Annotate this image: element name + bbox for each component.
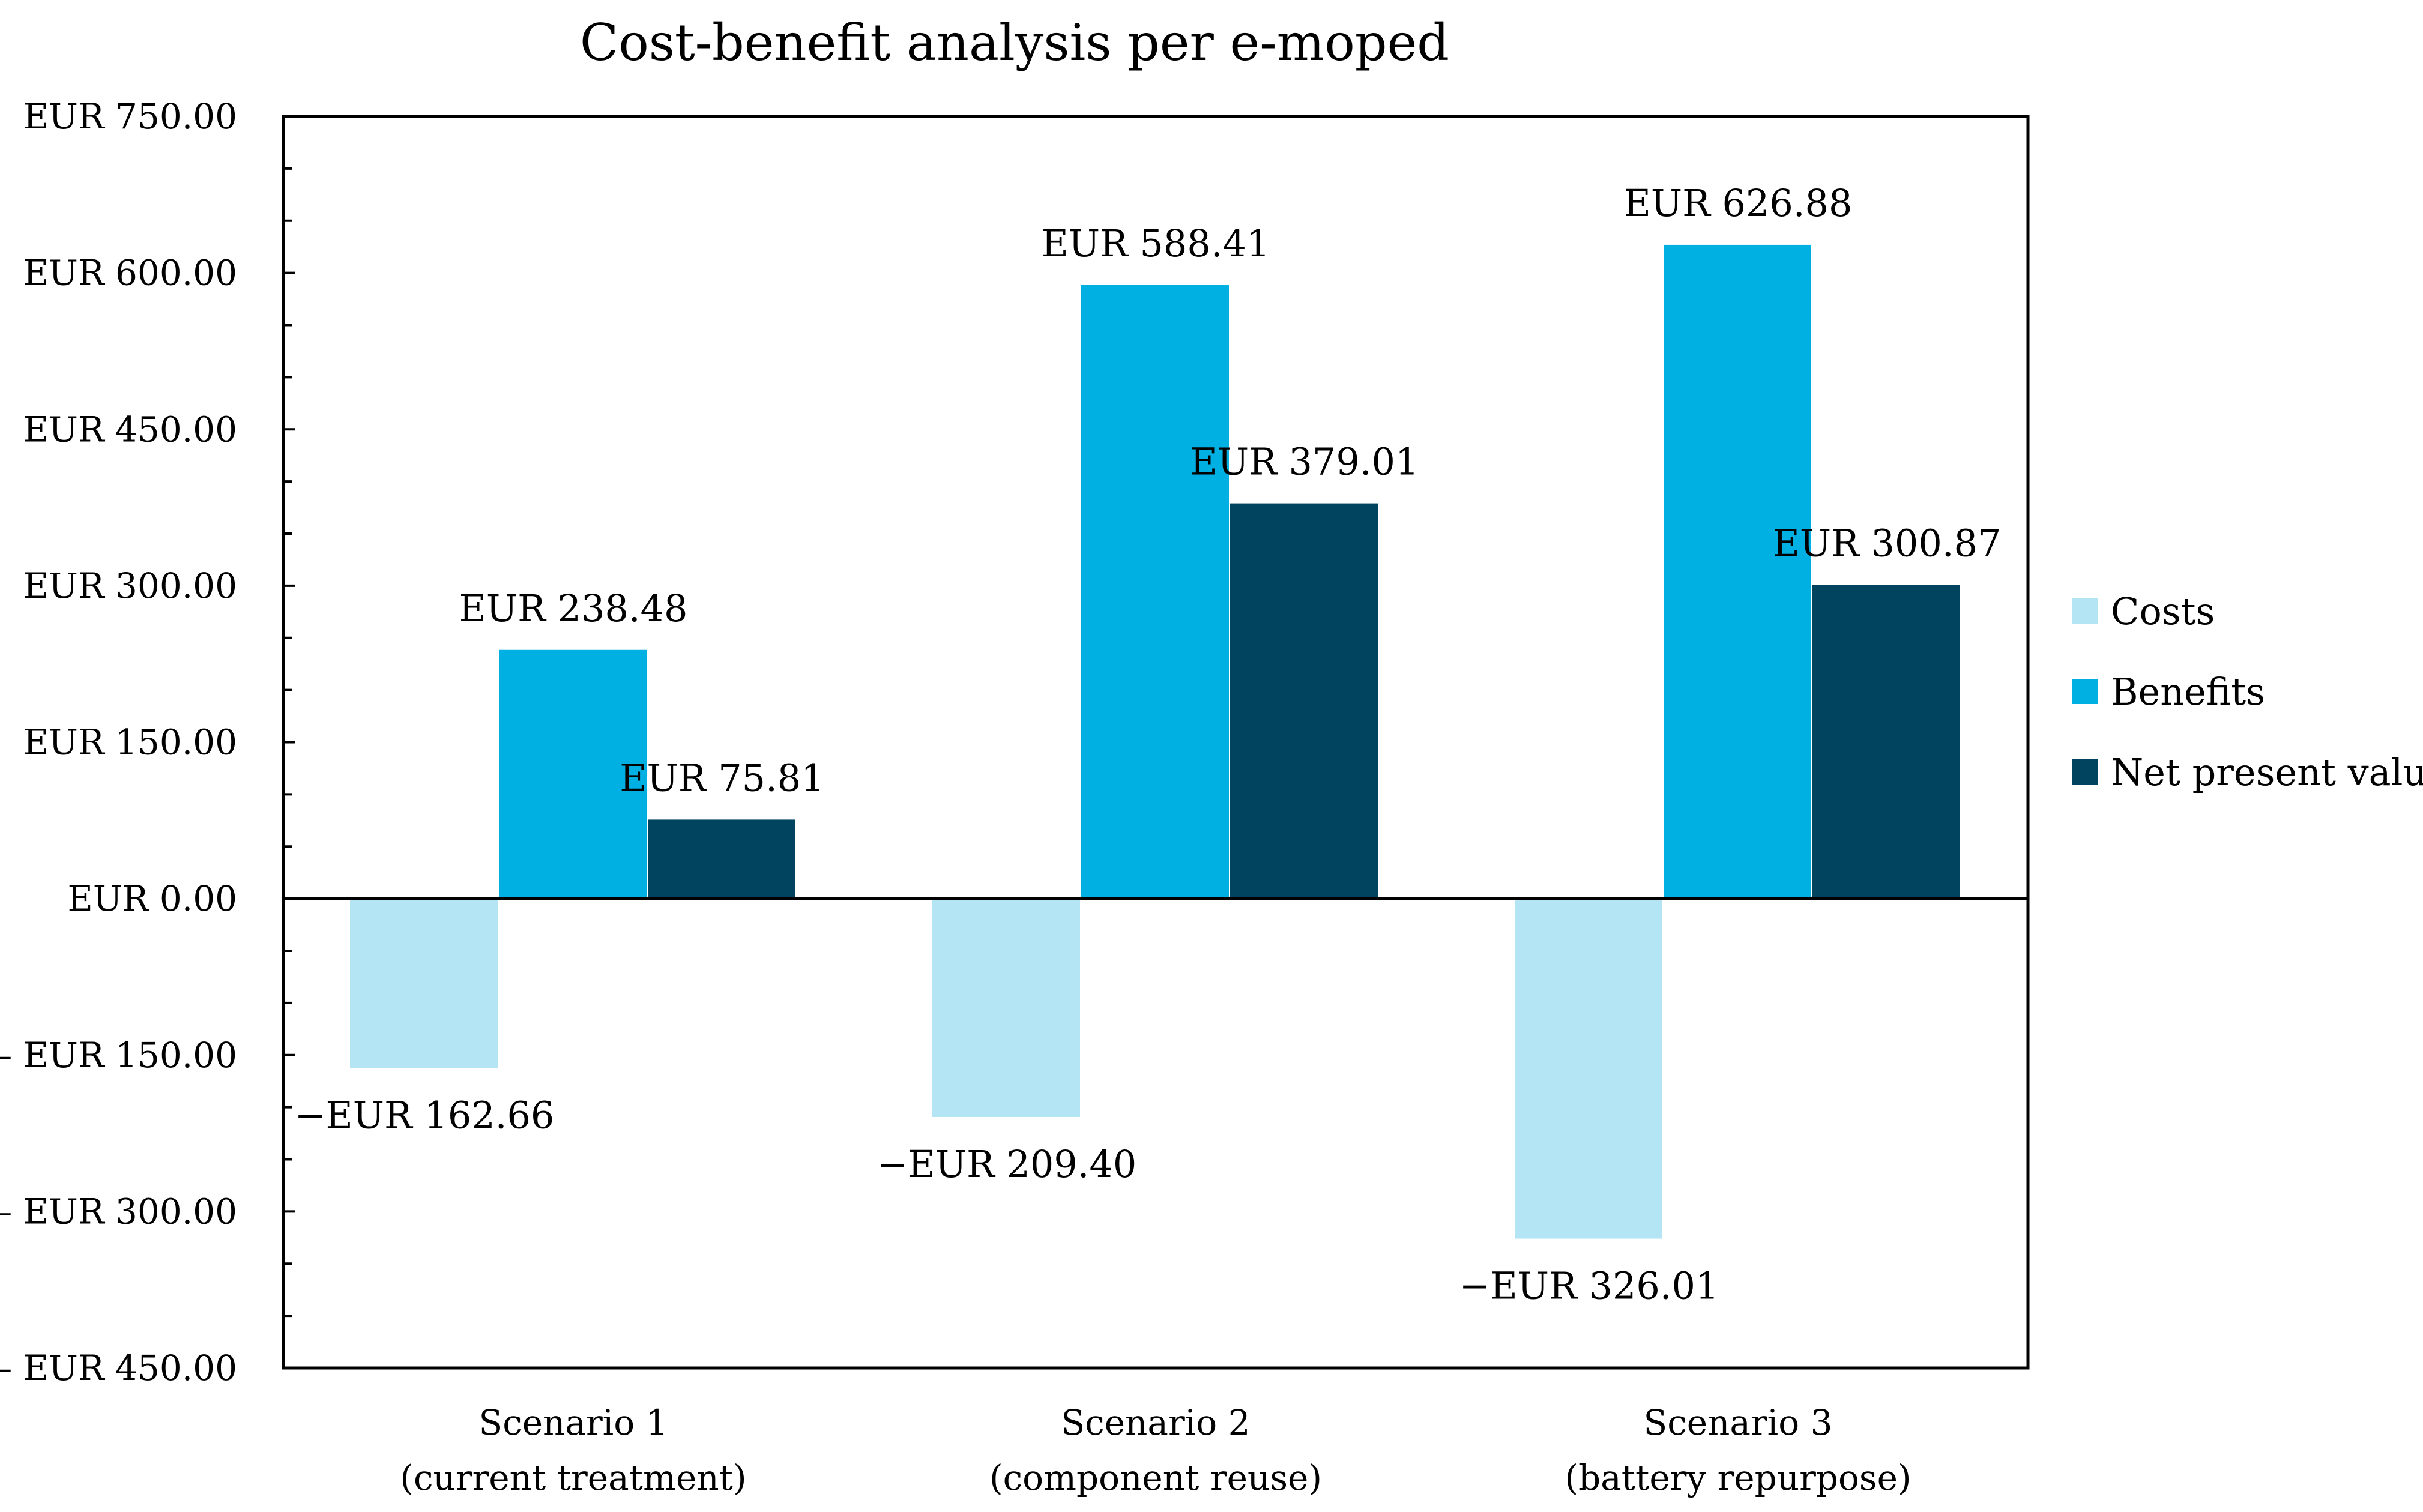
legend-label: Costs [2111,589,2215,633]
plot-frame [282,115,2030,1370]
data-label: EUR 379.01 [1190,440,1419,484]
y-tick-label: EUR 450.00 [23,409,237,450]
data-label: −EUR 209.40 [877,1142,1137,1186]
data-labels: −EUR 162.66 −EUR 209.40 −EUR 326.01 EUR 238… [295,181,2002,1308]
bar-costs-1 [350,899,498,1068]
category-label: Scenario 1 (current treatment) [400,1402,746,1498]
bar-costs-3 [1515,899,1662,1239]
legend-swatch-costs [2072,598,2098,624]
chart-title: Cost-benefit analysis per e-moped [580,13,1449,72]
bars [350,244,1960,1239]
data-label: EUR 238.48 [459,586,688,630]
legend-swatch-net-present-value [2072,759,2098,785]
data-label: −EUR 162.66 [295,1094,555,1137]
legend: Costs Benefits Net present value [2072,589,2423,794]
legend-label: Net present value [2111,750,2423,794]
y-tick-label: EUR 150.00 [23,722,237,763]
category-label: Scenario 2 (component reuse) [989,1402,1322,1498]
bar-costs-2 [932,899,1080,1117]
y-axis: – EUR 450.00 – EUR 300.00 – EUR 150.00 EUR … [0,96,295,1388]
category-label: Scenario 3 (battery repurpose) [1565,1402,1911,1498]
legend-swatch-benefits [2072,679,2098,704]
bar-benefits-2 [1081,285,1229,899]
bar-benefits-1 [499,649,647,899]
data-label: EUR 75.81 [620,756,824,800]
bar-net-present-value-3 [1812,585,1960,899]
y-tick-label: EUR 750.00 [23,96,237,137]
bar-net-present-value-1 [648,819,795,899]
y-tick-label: – EUR 150.00 [0,1035,237,1076]
data-label: EUR 300.87 [1773,521,2002,565]
data-label: EUR 588.41 [1042,221,1270,265]
x-axis: Scenario 1 (current treatment) Scenario 2(… [400,1402,1911,1498]
y-tick-label: – EUR 450.00 [0,1348,237,1388]
data-label: EUR 626.88 [1624,181,1853,225]
y-tick-label: EUR 0.00 [68,878,237,919]
y-tick-label: EUR 600.00 [23,253,237,294]
legend-label: Benefits [2111,670,2265,714]
bar-benefits-3 [1664,244,1811,899]
y-tick-label: EUR 300.00 [23,565,237,606]
data-label: −EUR 326.01 [1459,1264,1719,1308]
bar-net-present-value-2 [1230,503,1378,899]
y-tick-label: – EUR 300.00 [0,1191,237,1232]
